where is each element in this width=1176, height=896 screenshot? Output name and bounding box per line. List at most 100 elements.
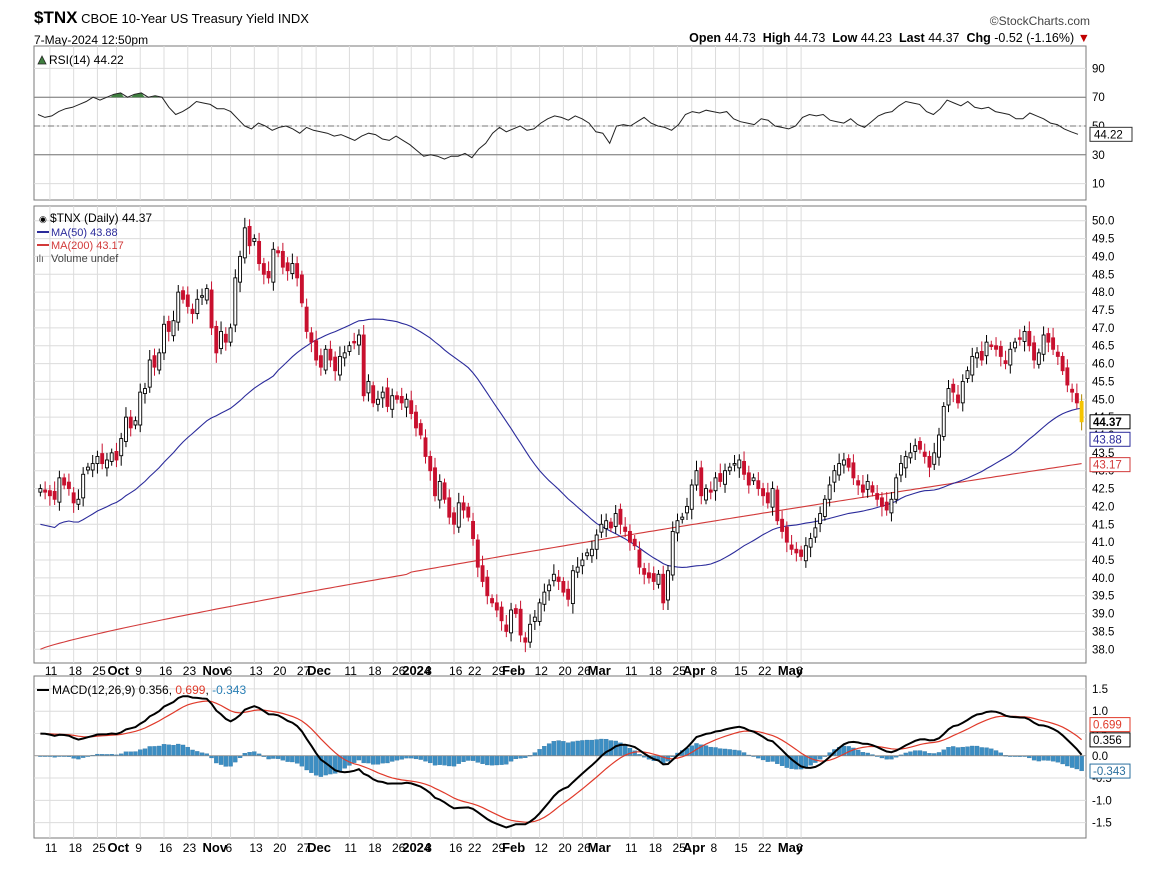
macd-hist-bar [556, 740, 561, 756]
date-label: 11 [45, 664, 58, 678]
price-tick-label: 45.5 [1092, 376, 1114, 388]
ma50-tag: 43.88 [1089, 431, 1131, 447]
candle [1027, 321, 1032, 352]
candle [195, 289, 200, 320]
macd-hist-bar [342, 755, 347, 769]
candle [266, 261, 271, 284]
macd-hist-bar [913, 750, 918, 756]
candle [894, 473, 899, 504]
candle [846, 454, 851, 472]
candle-body-up [119, 438, 124, 457]
macd-hist-bar [428, 755, 433, 764]
brand-name: StockCharts.com [998, 14, 1090, 28]
candle [518, 600, 523, 643]
date-label: 26 [577, 841, 591, 855]
date-label: 8 [711, 841, 718, 855]
macd-hist-bar [275, 755, 281, 759]
macd-hist-bar [228, 755, 233, 767]
date-label: 8 [425, 841, 432, 855]
candle-body-down [875, 493, 880, 500]
candle-body-down [1074, 393, 1079, 404]
rsi-tick-label: 90 [1092, 63, 1105, 75]
price-legend-icon: ◉ [39, 214, 47, 224]
candle [57, 470, 62, 511]
candle-body-down [556, 576, 561, 582]
candle [675, 513, 680, 542]
macd-hist-bar [161, 744, 167, 756]
macd-hist-bar [166, 744, 171, 756]
macd-hist-bar [1041, 755, 1046, 761]
candle-body-up [737, 459, 742, 469]
candle [632, 535, 637, 550]
candle-body-down [618, 508, 623, 525]
candle-body-up [252, 238, 257, 242]
macd-hist-bar [551, 741, 557, 756]
macd-hist-bar [570, 741, 576, 756]
candle-body-down [651, 573, 656, 582]
candle [956, 385, 960, 409]
candle [566, 580, 571, 607]
macd-hist-bar [142, 748, 148, 756]
candle [780, 510, 785, 539]
candle-body-down [371, 385, 376, 404]
macd-hist-bar [1074, 755, 1080, 770]
candle-body-down [304, 306, 309, 332]
date-label: 16 [449, 664, 463, 678]
macd-hist-bar [903, 752, 908, 756]
candle-body-up [585, 552, 590, 557]
candle [1017, 329, 1022, 346]
candle [242, 217, 247, 264]
macd-hist-bar [689, 745, 694, 756]
candle-body-down [314, 340, 319, 361]
candle-body-up [109, 452, 114, 462]
price-tick-label: 39.0 [1092, 609, 1114, 621]
macd-hist-bar [123, 751, 129, 756]
candle-body-up [685, 505, 689, 514]
candle [594, 529, 599, 560]
candle [437, 474, 442, 509]
candle [143, 382, 147, 404]
rsi-legend: RSI(14) 44.22 [37, 53, 124, 67]
candle-body-up [984, 341, 989, 357]
date-label: Oct [107, 840, 129, 855]
macd-hist-bar [385, 755, 390, 764]
macd-hist-bar [946, 747, 951, 756]
candle [66, 473, 71, 496]
candle [185, 286, 190, 314]
macd-hist-bar [1065, 755, 1070, 767]
macd-hist-bar [499, 755, 504, 765]
macd-hist-bar [442, 755, 447, 766]
candle-body-up [547, 584, 552, 592]
candle [285, 257, 290, 281]
macd-hist-bar [737, 750, 742, 756]
candle-body-up [723, 470, 727, 485]
candle [1055, 345, 1060, 365]
macd-hist-bar [432, 755, 438, 766]
date-label: Mar [588, 840, 611, 855]
macd-hist-bar [304, 755, 309, 771]
date-label: May [778, 840, 804, 855]
macd-hist-bar [323, 755, 328, 776]
candle [309, 327, 314, 353]
candle [884, 492, 889, 516]
macd-hist-bar [366, 755, 371, 764]
candle-body-down [285, 262, 290, 272]
macd-hist-bar [352, 755, 357, 763]
candle [570, 565, 575, 614]
macd-hist-bar [290, 755, 295, 763]
date-label: 22 [758, 664, 772, 678]
macd-hist-bar [960, 746, 965, 756]
macd-signal-line [40, 700, 1082, 823]
price-tick-label: 45.0 [1092, 394, 1114, 406]
candle [85, 462, 90, 475]
candle-body-up [832, 470, 837, 483]
candle-body-up [200, 295, 204, 298]
candle [561, 577, 566, 597]
macd-hist-bar [447, 755, 452, 767]
candle [770, 481, 775, 516]
macd-hist-bar [504, 755, 509, 765]
macd-hist-bar [770, 755, 775, 762]
price-tick-label: 47.5 [1092, 305, 1114, 317]
candle-body-up [143, 388, 147, 395]
candle-body-up [76, 498, 81, 505]
